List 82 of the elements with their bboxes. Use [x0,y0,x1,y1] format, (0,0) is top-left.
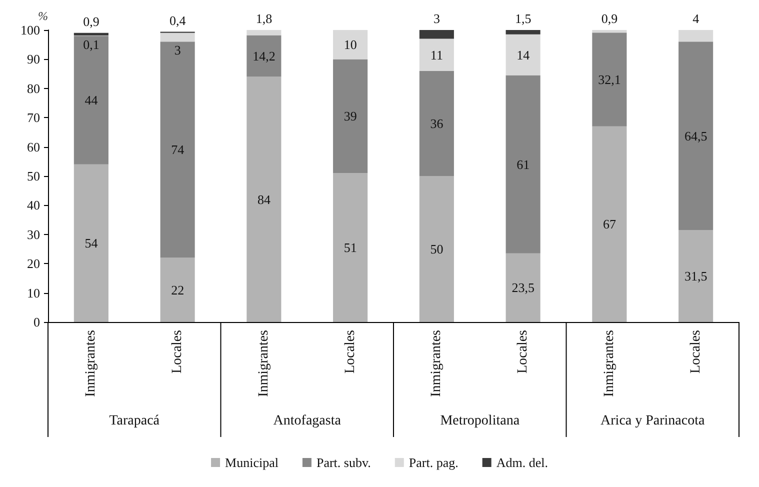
x-tick-label: Inmigrantes [429,330,444,397]
data-label: 0,9 [83,14,100,29]
data-label: 22 [171,282,184,298]
y-tick-label: 80 [27,80,40,96]
x-tick-label: Inmigrantes [602,330,617,397]
y-tick-label: 10 [27,285,40,300]
y-tick-label: 90 [27,52,40,67]
data-label: 50 [430,242,444,256]
text: Antofagasta [273,414,342,428]
data-label: 84 [257,192,271,207]
data-label: 32,1 [598,72,621,87]
data-label: 11 [430,47,443,62]
y-tick-label: 0 [34,314,40,330]
bar [592,126,627,322]
bar [506,253,540,322]
bar [333,59,368,174]
y-tick-label: 60 [27,139,40,154]
data-label: 51 [344,240,357,256]
legend-label: Part. subv. [316,455,371,470]
data-label: 0,1 [83,36,100,52]
data-label: 74 [171,142,185,158]
text: Tarapacá [109,414,160,428]
y-tick-label: 40 [27,198,40,213]
bar [419,70,454,176]
data-label: 54 [84,236,98,251]
x-tick-label: Locales [688,330,704,374]
y-tick-label: 50 [27,168,40,184]
bar [333,173,368,322]
data-label: 1,8 [256,11,272,26]
x-tick-label: Inmigrantes [256,330,272,397]
data-label: 0,9 [601,11,618,26]
data-label: 31,5 [684,268,708,284]
x-tick-label: Locales [170,330,186,374]
x-tick-label: Inmigrantes [84,330,99,397]
data-label: 14,2 [252,48,276,64]
bar [419,176,454,322]
y-tick-label: 100 [20,22,40,38]
text: Metropolitana [440,414,520,428]
bar [246,35,282,77]
bar [246,30,282,36]
bar [74,164,108,322]
data-label: 36 [430,116,444,131]
bar [678,30,714,42]
bar [678,42,714,230]
data-label: 64,5 [684,128,708,144]
data-label: 3 [174,42,181,58]
data-label: 3 [433,11,440,26]
bar [160,42,195,258]
y-tick-label: 70 [27,110,40,126]
data-label: 39 [344,108,357,124]
bar [419,30,454,39]
data-label: 44 [84,92,98,108]
bar [506,30,540,34]
bar [592,32,627,126]
y-axis-title: % [38,9,48,23]
text: Arica y Parinacota [600,414,706,428]
y-tick-label: 30 [27,226,40,242]
bar [160,258,195,322]
data-label: 23,5 [512,280,534,296]
x-tick-label: Locales [516,330,531,374]
data-label: 10 [344,37,357,52]
bar [506,75,540,254]
bar [592,30,627,33]
data-label: 1,5 [514,11,532,26]
legend-label: Adm. del. [496,455,548,470]
data-label: 4 [692,11,700,26]
bar [506,34,540,76]
bar [333,30,368,60]
bar [74,32,108,36]
y-tick-label: 20 [27,256,40,272]
data-label: 14 [516,47,530,62]
bar [160,32,195,42]
bar [74,36,108,164]
bar [246,76,282,322]
data-label: 0,4 [169,12,186,28]
data-label: 67 [602,216,616,232]
legend-label: Municipal [225,455,279,470]
data-label: 61 [516,156,530,172]
bar [678,230,714,322]
x-tick-label: Locales [342,330,358,374]
bar [419,38,454,71]
legend-label: Part. pag. [408,455,458,470]
